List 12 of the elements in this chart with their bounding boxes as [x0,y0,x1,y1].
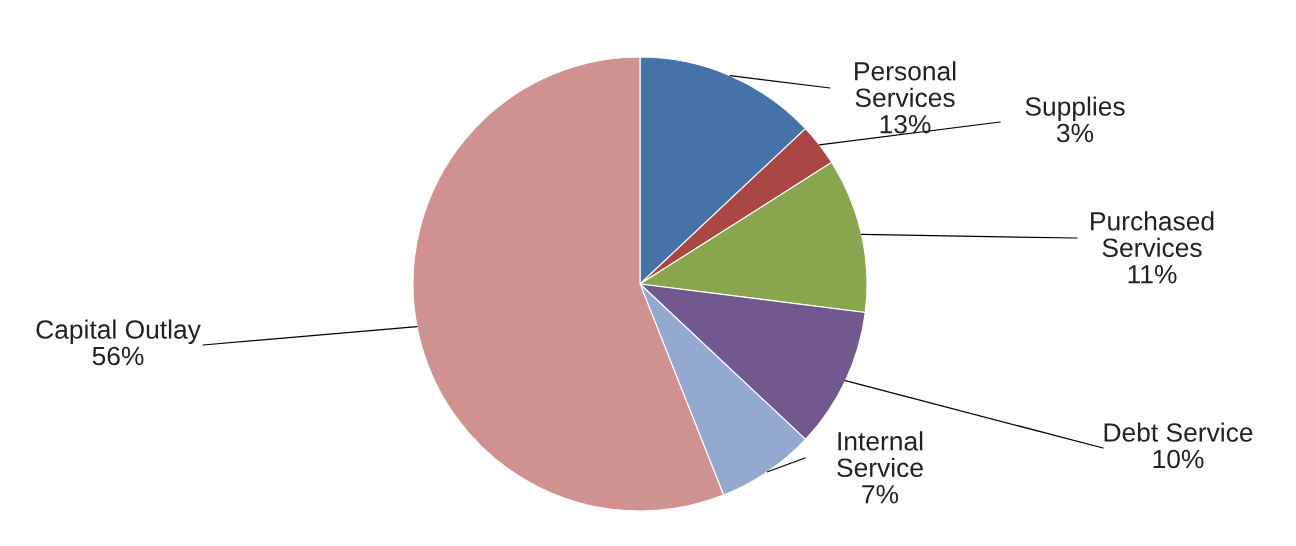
data-label: 3% [1056,123,1094,143]
slice-label: Purchased Services [1091,211,1214,258]
data-label: 10% [1153,449,1204,469]
slice-label: Debt Service [1104,422,1253,442]
slice-label: Capital Outlay [36,319,201,345]
slice-label: Personal Services [855,61,956,108]
slice-label: Supplies [1025,96,1125,122]
data-label: 13% [880,114,931,134]
data-label: 11% [1128,265,1177,284]
data-label: 7% [862,485,899,504]
data-label: 56% [92,346,144,366]
slice-label: Internal Service [837,431,923,478]
